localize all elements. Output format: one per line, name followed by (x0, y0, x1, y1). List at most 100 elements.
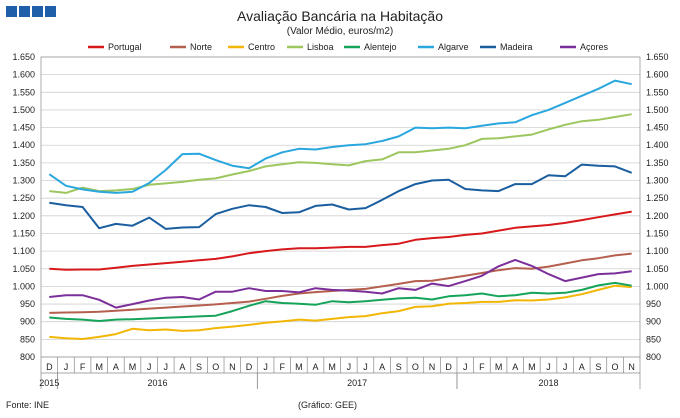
y-tick-label-right: 1.250 (646, 193, 669, 203)
ine-logo (6, 6, 56, 17)
y-tick-label-left: 850 (20, 334, 35, 344)
series-line-alentejo (49, 281, 632, 322)
series-line-lisboa (49, 113, 632, 194)
x-tick-label: F (280, 362, 286, 372)
x-tick-label: N (628, 362, 635, 372)
x-tick-label: J (263, 362, 268, 372)
y-tick-label-right: 1.550 (646, 87, 669, 97)
y-tick-label-left: 1.450 (12, 123, 35, 133)
logo-square (45, 6, 56, 17)
y-tick-label-right: 850 (646, 334, 661, 344)
y-tick-label-left: 1.300 (12, 176, 35, 186)
source-note: Fonte: INE (6, 400, 50, 410)
logo-square (6, 6, 17, 17)
x-tick-label: J (64, 362, 69, 372)
x-tick-label: N (429, 362, 436, 372)
y-tick-label-right: 1.350 (646, 158, 669, 168)
y-tick-label-left: 1.050 (12, 264, 35, 274)
x-tick-label: D (46, 362, 53, 372)
y-tick-label-left: 1.600 (12, 70, 35, 80)
y-tick-label-right: 900 (646, 317, 661, 327)
legend-label: Açores (580, 42, 609, 52)
x-tick-label: A (379, 362, 385, 372)
y-tick-label-left: 950 (20, 299, 35, 309)
y-tick-label-left: 1.500 (12, 105, 35, 115)
series-line-açores (49, 258, 632, 309)
y-tick-label-left: 1.150 (12, 228, 35, 238)
y-tick-label-left: 800 (20, 352, 35, 362)
y-tick-label-left: 1.000 (12, 281, 35, 291)
y-tick-label-left: 1.100 (12, 246, 35, 256)
x-tick-label: J (347, 362, 352, 372)
x-tick-label: J (147, 362, 152, 372)
x-tick-label: N (229, 362, 236, 372)
series-line-algarve (48, 79, 632, 194)
x-tick-label: S (196, 362, 202, 372)
chart-subtitle: (Valor Médio, euros/m2) (286, 26, 394, 37)
x-tick-label: A (313, 362, 319, 372)
y-tick-label-right: 1.650 (646, 52, 669, 62)
x-tick-label: F (479, 362, 485, 372)
y-tick-label-right: 1.100 (646, 246, 669, 256)
x-tick-label: M (95, 362, 103, 372)
logo-square (32, 6, 43, 17)
x-tick-label: M (295, 362, 303, 372)
chart-title: Avaliação Bancária na Habitação (237, 8, 443, 24)
x-tick-label: M (495, 362, 503, 372)
series-line-centro (49, 284, 632, 340)
year-label: 2018 (538, 378, 558, 388)
y-tick-label-left: 1.250 (12, 193, 35, 203)
x-tick-label: J (363, 362, 368, 372)
x-tick-label: A (512, 362, 518, 372)
x-tick-label: A (179, 362, 185, 372)
legend-label: Lisboa (307, 42, 334, 52)
x-tick-label: S (396, 362, 402, 372)
y-tick-label-right: 1.200 (646, 211, 669, 221)
x-tick-label: O (412, 362, 419, 372)
x-tick-label: A (579, 362, 585, 372)
year-label: 2016 (147, 378, 167, 388)
x-tick-label: D (246, 362, 253, 372)
legend-label: Algarve (438, 42, 469, 52)
x-tick-label: M (528, 362, 536, 372)
y-tick-label-right: 1.400 (646, 140, 669, 150)
y-tick-label-left: 900 (20, 317, 35, 327)
y-tick-label-right: 1.600 (646, 70, 669, 80)
y-tick-label-right: 1.150 (646, 228, 669, 238)
series-line-madeira (49, 163, 633, 230)
x-tick-label: M (129, 362, 137, 372)
x-tick-label: F (80, 362, 86, 372)
legend-label: Norte (190, 42, 212, 52)
y-tick-label-right: 1.050 (646, 264, 669, 274)
legend-label: Alentejo (364, 42, 397, 52)
credit-note: (Gráfico: GEE) (298, 400, 358, 410)
legend-label: Centro (248, 42, 275, 52)
x-tick-label: A (113, 362, 119, 372)
logo-square (19, 6, 30, 17)
y-tick-label-right: 800 (646, 352, 661, 362)
legend-label: Madeira (500, 42, 533, 52)
x-tick-label: S (595, 362, 601, 372)
x-tick-label: J (563, 362, 568, 372)
year-label: 2015 (39, 378, 59, 388)
x-tick-label: J (463, 362, 468, 372)
y-tick-label-right: 1.450 (646, 123, 669, 133)
y-tick-label-left: 1.550 (12, 87, 35, 97)
x-tick-label: M (328, 362, 336, 372)
y-tick-label-right: 1.500 (646, 105, 669, 115)
y-tick-label-right: 950 (646, 299, 661, 309)
x-tick-label: J (164, 362, 169, 372)
x-tick-label: D (445, 362, 452, 372)
y-tick-label-right: 1.300 (646, 176, 669, 186)
x-tick-label: J (546, 362, 551, 372)
y-tick-label-left: 1.400 (12, 140, 35, 150)
y-tick-label-left: 1.200 (12, 211, 35, 221)
legend-label: Portugal (108, 42, 142, 52)
y-tick-label-left: 1.650 (12, 52, 35, 62)
x-tick-label: O (612, 362, 619, 372)
y-tick-label-right: 1.000 (646, 281, 669, 291)
year-label: 2017 (347, 378, 367, 388)
y-tick-label-left: 1.350 (12, 158, 35, 168)
x-tick-label: O (212, 362, 219, 372)
